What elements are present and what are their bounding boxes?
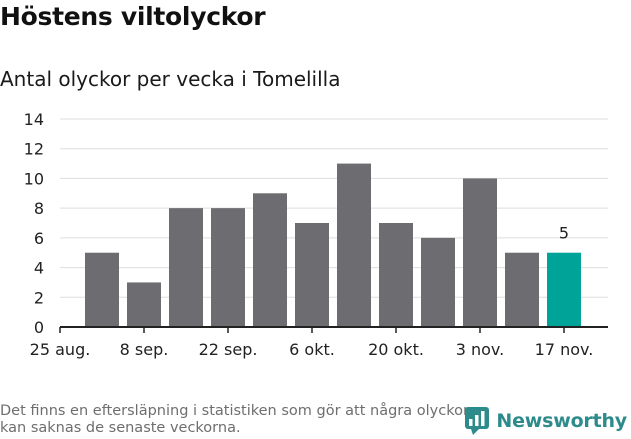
grid-lines xyxy=(60,118,608,298)
bar xyxy=(85,252,119,327)
x-tick-label: 3 nov. xyxy=(456,340,505,359)
bar xyxy=(127,282,161,327)
bar xyxy=(211,208,245,327)
bar xyxy=(421,237,455,327)
chart-title: Höstens viltolyckor xyxy=(0,2,266,31)
y-tick-label: 8 xyxy=(34,199,44,218)
bar xyxy=(253,193,287,327)
x-tick-label: 25 aug. xyxy=(30,340,91,359)
y-tick-label: 4 xyxy=(34,259,44,278)
data-label: 5 xyxy=(559,224,569,243)
x-tick-label: 17 nov. xyxy=(535,340,594,359)
bar xyxy=(505,252,539,327)
bar xyxy=(169,208,203,327)
y-tick-label: 2 xyxy=(34,288,44,307)
bar xyxy=(295,223,329,327)
y-tick-label: 12 xyxy=(24,140,44,159)
newsworthy-logo[interactable]: Newsworthy xyxy=(464,406,627,436)
bar-highlighted xyxy=(547,252,581,327)
y-tick-label: 10 xyxy=(24,169,44,188)
bars xyxy=(85,163,581,327)
chart-subtitle: Antal olyckor per vecka i Tomelilla xyxy=(0,67,341,91)
x-tick-label: 22 sep. xyxy=(199,340,258,359)
y-tick-label: 14 xyxy=(24,110,44,129)
bar xyxy=(463,178,497,327)
labels: 0 2 4 6 8 10 12 14 5 25 aug. 8 sep. 22 sep. 6 okt. 20… xyxy=(24,110,594,359)
x-tick-label: 8 sep. xyxy=(120,340,169,359)
axes xyxy=(59,326,608,333)
x-tick-label: 6 okt. xyxy=(289,340,335,359)
x-tick-label: 20 okt. xyxy=(368,340,424,359)
newsworthy-chart-bubble-icon xyxy=(465,407,490,435)
bar-chart: 0 2 4 6 8 10 12 14 5 25 aug. 8 sep. 22 sep. 6 okt. 20… xyxy=(24,110,608,359)
bar xyxy=(337,163,371,327)
y-tick-label: 6 xyxy=(34,229,44,248)
y-tick-label: 0 xyxy=(34,318,44,337)
footnote: Det finns en eftersläpning i statistiken… xyxy=(0,403,469,436)
bar xyxy=(379,223,413,327)
logo-text: Newsworthy xyxy=(496,410,627,432)
